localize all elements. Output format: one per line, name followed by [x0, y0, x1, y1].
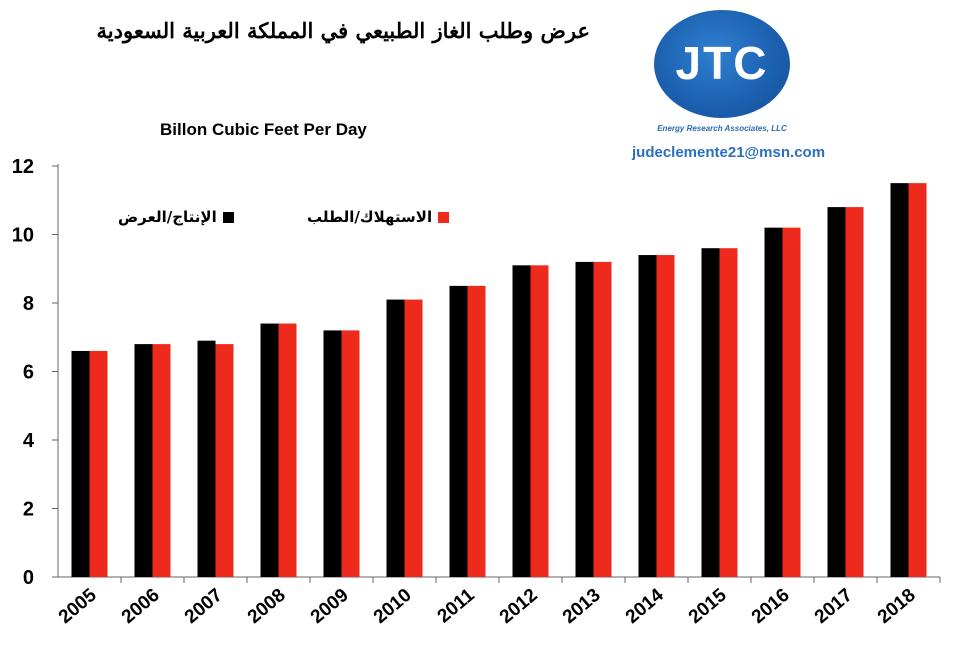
legend-label-demand: الاستهلاك/الطلب [307, 208, 433, 226]
bar-demand [89, 350, 108, 577]
bar-demand [782, 227, 801, 577]
y-tick-label: 2 [23, 499, 34, 521]
legend-item-supply: الإنتاج/العرض [118, 208, 234, 226]
x-tick-label: 2010 [370, 585, 416, 628]
x-tick-label: 2014 [622, 584, 668, 628]
y-tick-label: 4 [23, 430, 35, 452]
bar-supply [701, 248, 720, 577]
bar-demand [530, 265, 549, 577]
bar-demand [719, 248, 738, 577]
bar-supply [134, 344, 153, 577]
x-tick-label: 2015 [685, 584, 731, 628]
bar-supply [197, 340, 216, 577]
bar-supply [323, 330, 342, 577]
bar-supply [827, 207, 846, 577]
x-tick-label: 2018 [874, 585, 920, 628]
chart-title: Billon Cubic Feet Per Day [160, 120, 367, 139]
y-tick-label: 6 [23, 362, 34, 384]
bar-supply [638, 255, 657, 578]
bar-demand [404, 299, 423, 577]
logo-text: JTC [675, 37, 769, 89]
y-tick-label: 12 [12, 156, 34, 178]
x-tick-label: 2011 [434, 584, 479, 627]
bar-demand [278, 323, 297, 577]
bar-demand [908, 183, 927, 577]
jtc-logo: JTC Energy Research Associates, LLC [640, 10, 840, 145]
x-tick-label: 2016 [748, 585, 794, 628]
bar-demand [845, 207, 864, 577]
x-tick-label: 2008 [244, 585, 290, 628]
x-tick-label: 2012 [496, 585, 542, 628]
x-tick-label: 2013 [559, 585, 605, 628]
legend-label-supply: الإنتاج/العرض [118, 208, 217, 226]
y-tick-label: 0 [23, 567, 34, 589]
bar-supply [449, 285, 468, 577]
bar-supply [260, 323, 279, 577]
bar-demand [215, 344, 234, 577]
y-tick-label: 10 [12, 225, 34, 247]
bar-demand [341, 330, 360, 577]
logo-caption: Energy Research Associates, LLC [657, 124, 787, 133]
logo-circle [654, 10, 790, 118]
page-title: عرض وطلب الغاز الطبيعي في المملكة العربي… [96, 18, 590, 43]
x-tick-label: 2009 [307, 585, 353, 628]
bar-supply [512, 265, 531, 577]
bar-supply [575, 261, 594, 577]
x-tick-label: 2005 [55, 584, 101, 628]
x-tick-label: 2007 [181, 585, 227, 628]
x-tick-label: 2017 [811, 585, 857, 628]
bar-demand [152, 344, 171, 577]
bar-demand [656, 255, 675, 578]
legend-item-demand: الاستهلاك/الطلب [307, 208, 450, 226]
bar-supply [386, 299, 405, 577]
bar-supply [890, 183, 909, 577]
y-tick-label: 8 [23, 293, 34, 315]
legend-swatch-demand [438, 212, 450, 223]
x-tick-label: 2006 [118, 585, 164, 628]
legend-swatch-supply [222, 212, 234, 223]
bar-demand [467, 285, 486, 577]
bar-demand [593, 261, 612, 577]
contact-email[interactable]: judeclemente21@msn.com [632, 144, 826, 161]
bar-supply [764, 227, 783, 577]
bar-supply [71, 350, 90, 577]
